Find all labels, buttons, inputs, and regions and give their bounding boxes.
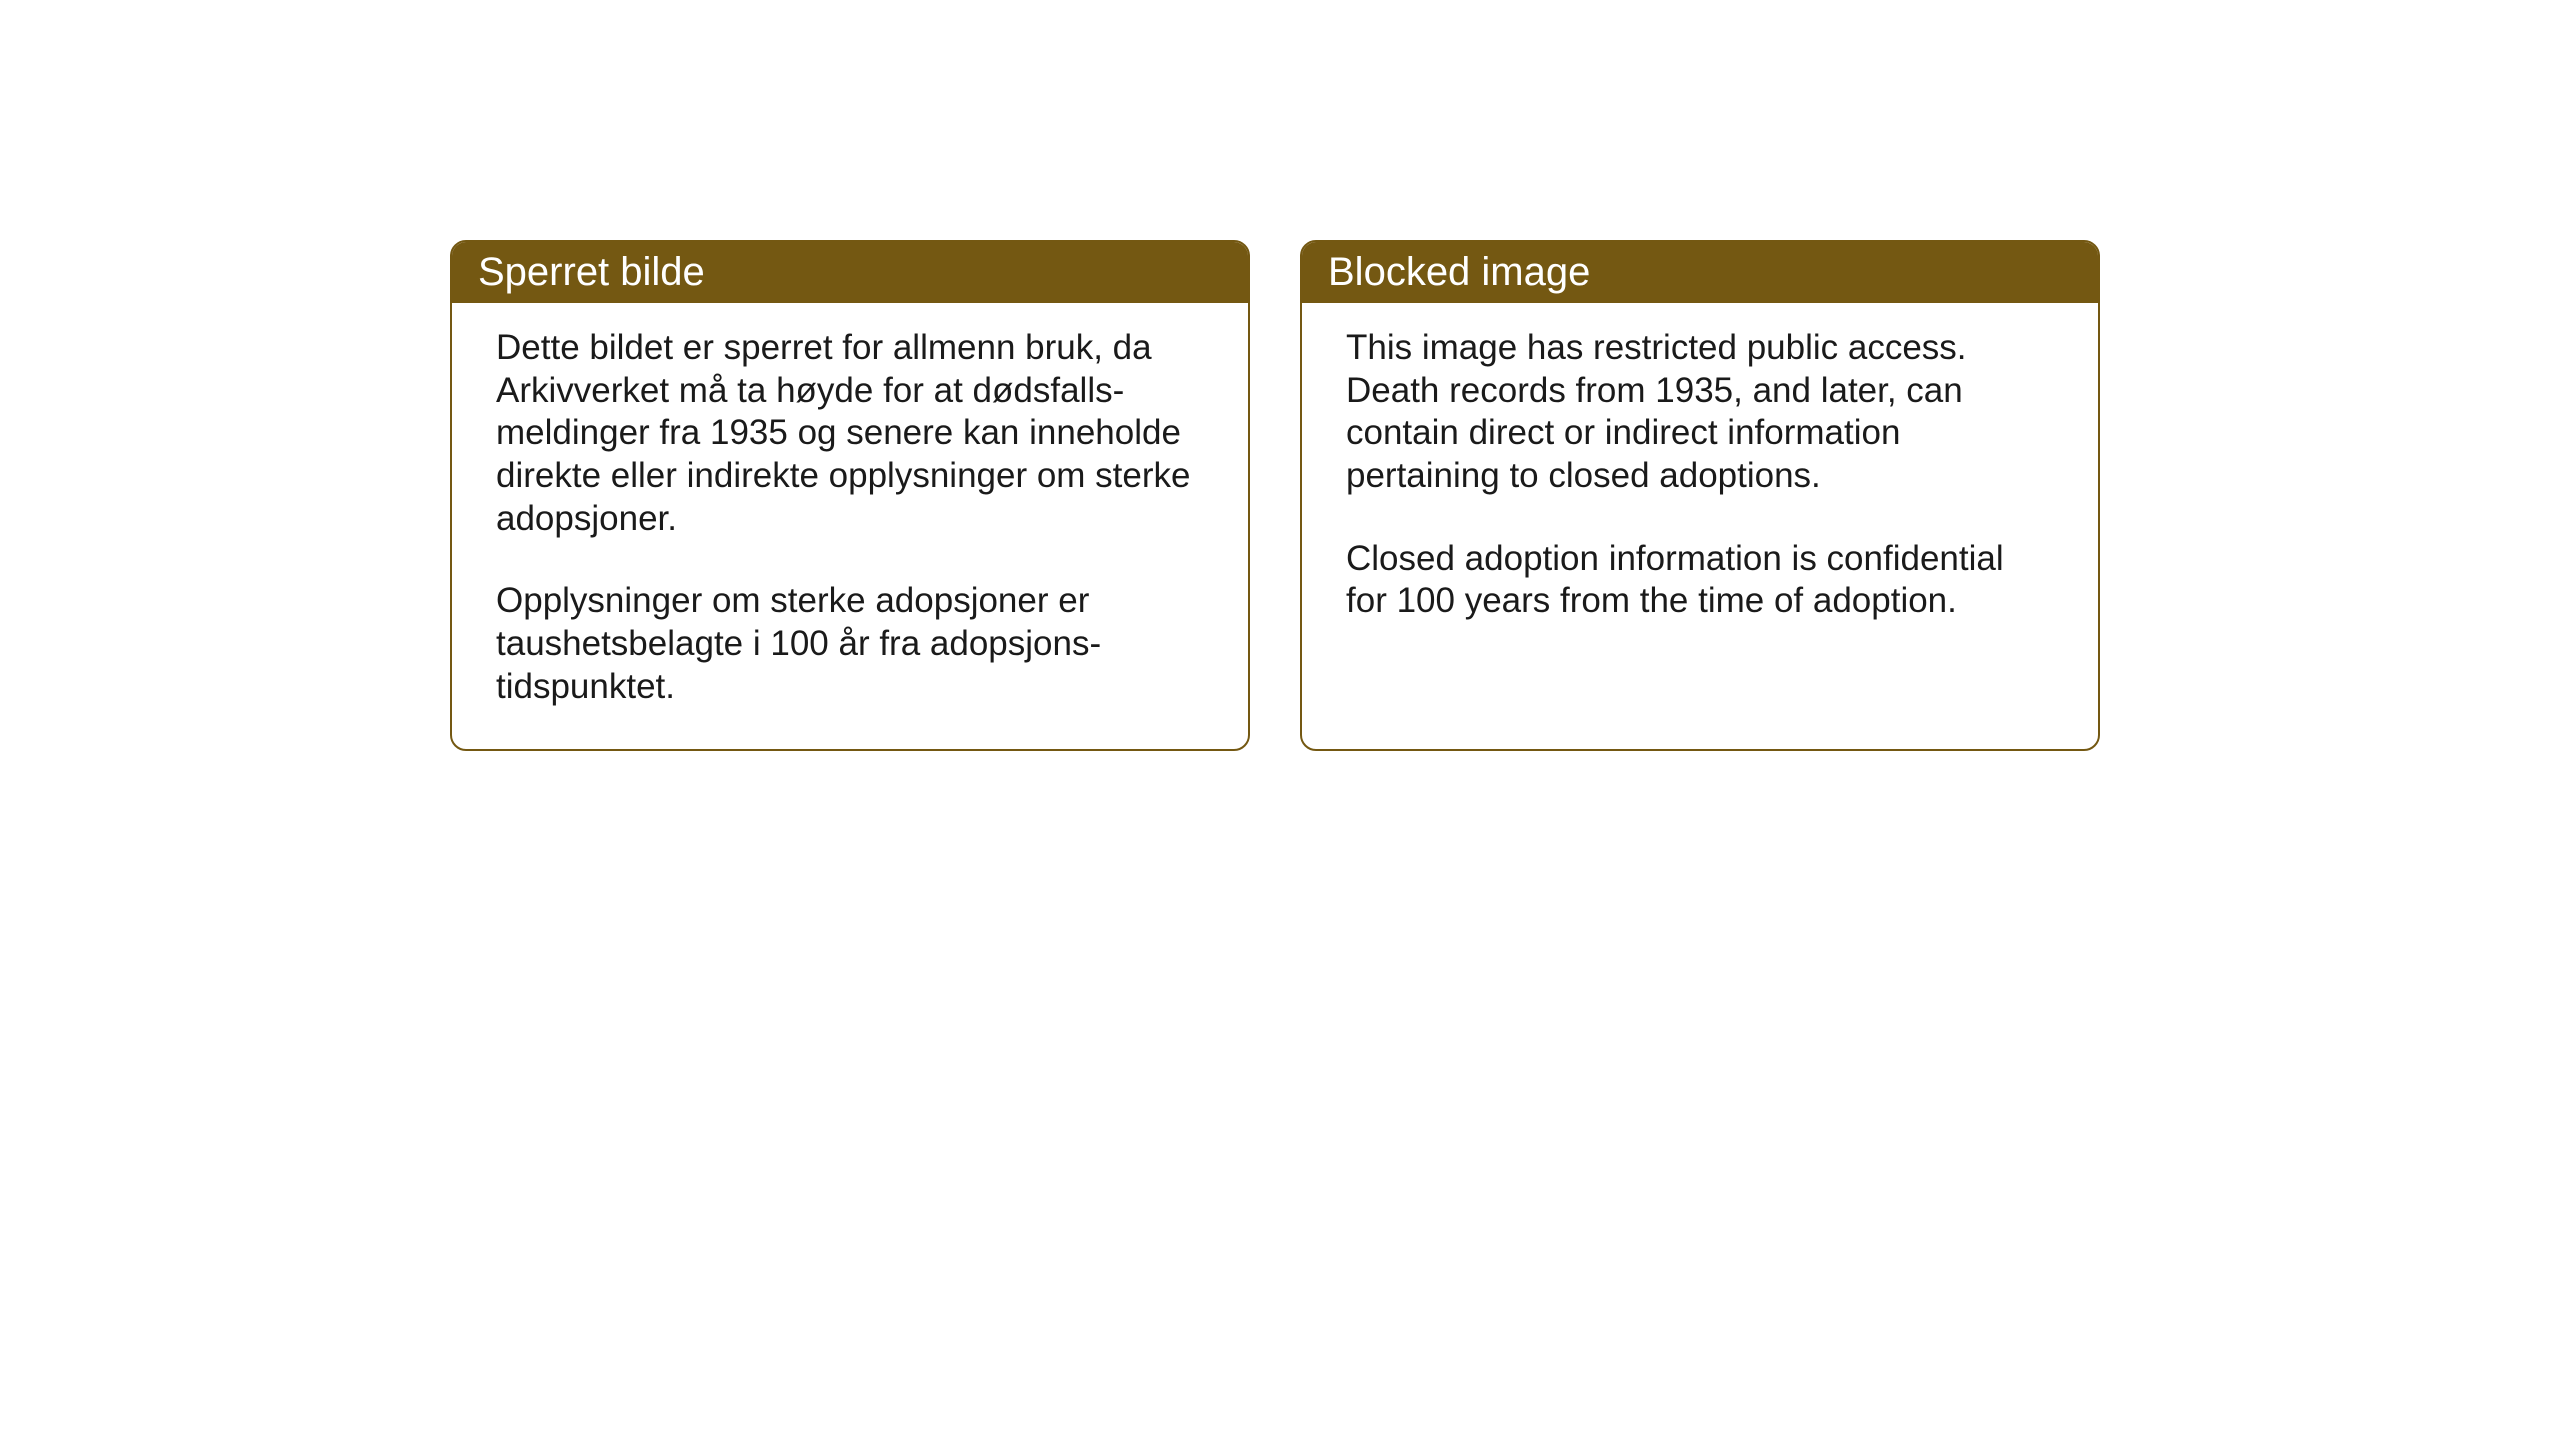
notice-paragraph-2-norwegian: Opplysninger om sterke adopsjoner er tau… (496, 580, 1204, 708)
notice-paragraph-1-norwegian: Dette bildet er sperret for allmenn bruk… (496, 327, 1204, 540)
notice-paragraph-1-english: This image has restricted public access.… (1346, 327, 2054, 498)
notice-body-english: This image has restricted public access.… (1302, 303, 2098, 663)
notice-paragraph-2-english: Closed adoption information is confident… (1346, 538, 2054, 623)
notice-title-english: Blocked image (1302, 242, 2098, 303)
notice-card-english: Blocked image This image has restricted … (1300, 240, 2100, 751)
notice-body-norwegian: Dette bildet er sperret for allmenn bruk… (452, 303, 1248, 749)
notice-title-norwegian: Sperret bilde (452, 242, 1248, 303)
notice-card-norwegian: Sperret bilde Dette bildet er sperret fo… (450, 240, 1250, 751)
notice-container: Sperret bilde Dette bildet er sperret fo… (0, 0, 2560, 751)
